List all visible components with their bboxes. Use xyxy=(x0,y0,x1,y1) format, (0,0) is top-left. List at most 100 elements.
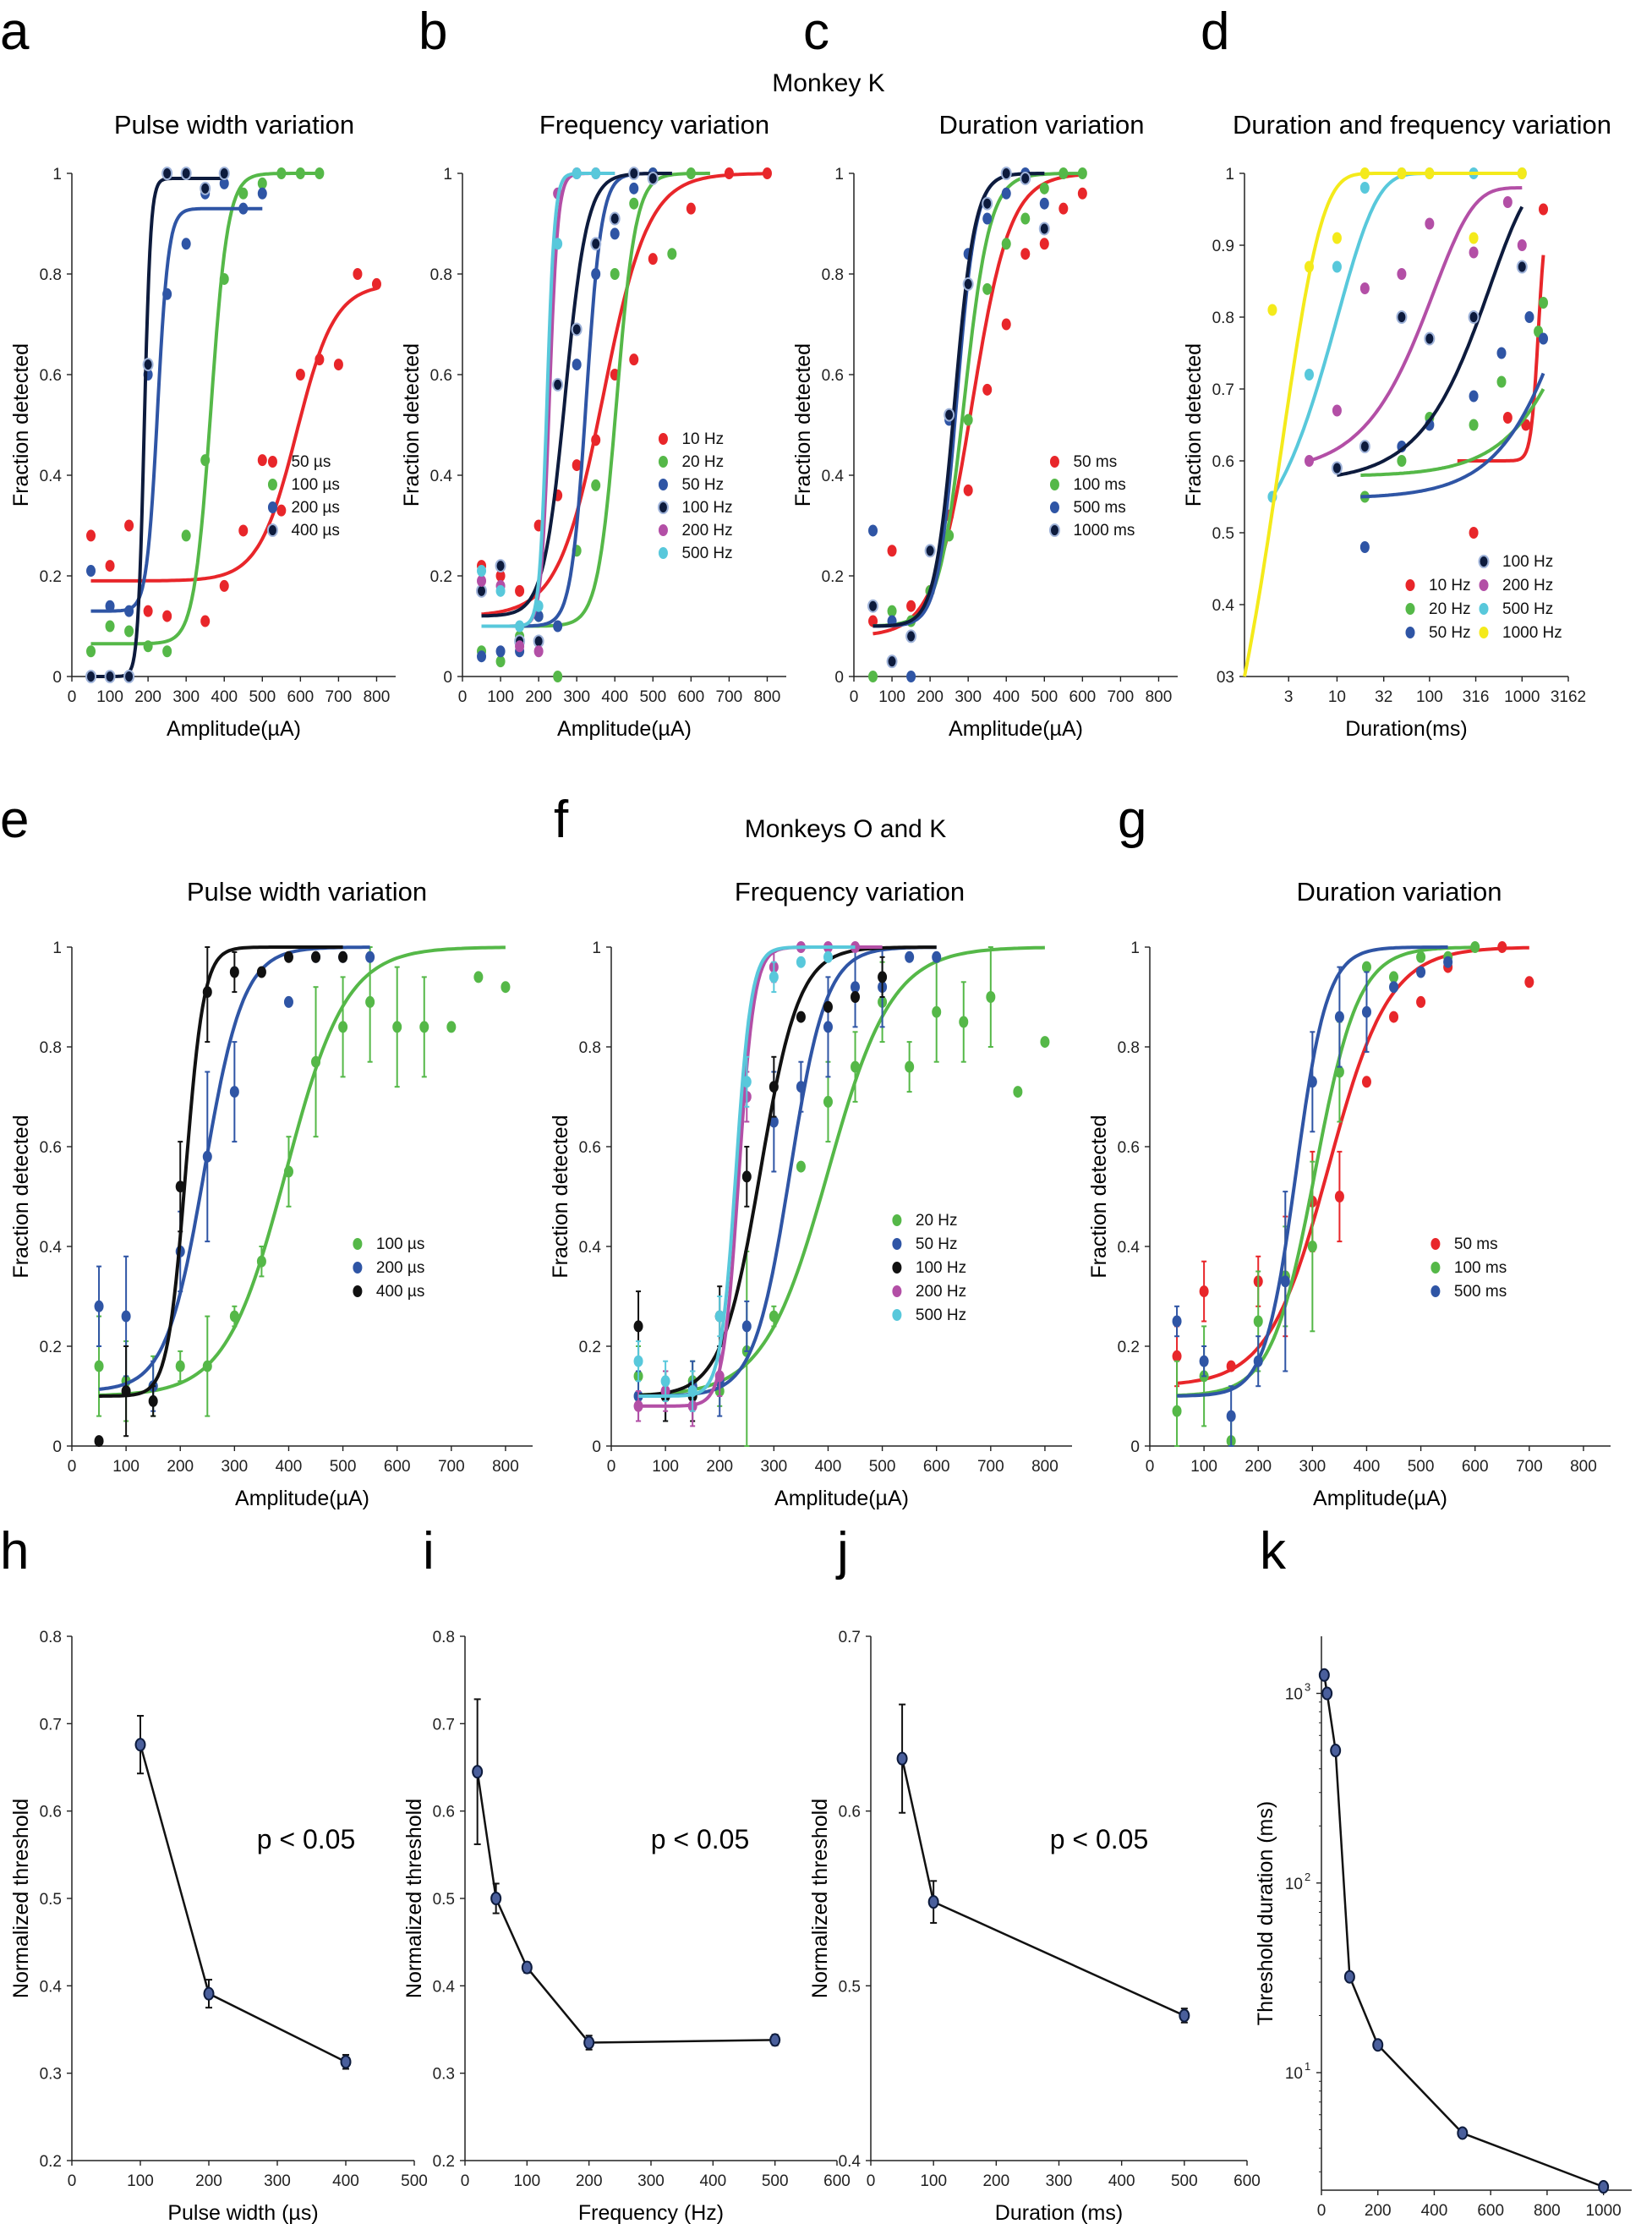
data-point xyxy=(552,377,564,392)
data-point xyxy=(1334,1191,1344,1202)
legend-label: 10 Hz xyxy=(681,430,724,448)
legend-swatch xyxy=(267,456,277,468)
series-i xyxy=(472,1698,781,2051)
x-axis-label: Frequency (Hz) xyxy=(578,2201,724,2224)
legend-label: 50 Hz xyxy=(1429,624,1471,642)
fit-curve xyxy=(481,172,672,618)
series-c-0 xyxy=(868,173,1087,636)
legend-swatch xyxy=(658,524,668,536)
x-tick-label: 200 xyxy=(195,2172,222,2190)
x-tick-label: 0 xyxy=(1146,1458,1155,1476)
data-point xyxy=(796,1011,806,1023)
data-point xyxy=(1425,217,1435,230)
data-point xyxy=(982,196,993,211)
legend-label: 500 ms xyxy=(1454,1283,1507,1301)
chart-title: Frequency variation xyxy=(539,110,769,140)
legend-swatch xyxy=(1405,603,1415,615)
series-a-1 xyxy=(86,167,325,658)
x-tick-label: 600 xyxy=(1069,688,1097,706)
data-point xyxy=(1416,966,1426,978)
panel-k: k02004006008001000101102103Frequency (Hz… xyxy=(1254,1522,1632,2220)
data-point xyxy=(823,1000,833,1013)
data-point xyxy=(365,950,375,963)
y-tick-label: 0.7 xyxy=(1212,381,1234,399)
x-tick-label: 100 xyxy=(513,2172,540,2190)
data-point xyxy=(932,1005,942,1018)
x-tick-label: 200 xyxy=(982,2172,1009,2190)
data-point xyxy=(1330,1744,1342,1758)
data-point xyxy=(238,202,249,215)
data-point xyxy=(1039,197,1049,210)
data-point xyxy=(495,645,506,658)
fit-curve xyxy=(90,172,320,646)
legend-swatch xyxy=(892,1238,902,1250)
x-tick-label: 300 xyxy=(264,2172,291,2190)
data-point xyxy=(365,995,375,1008)
data-point xyxy=(202,1360,212,1372)
data-point xyxy=(105,620,115,633)
data-point xyxy=(1359,182,1370,194)
legend-label: 200 Hz xyxy=(916,1283,966,1301)
legend-swatch xyxy=(1049,501,1059,513)
chart-title: Duration and frequency variation xyxy=(1233,110,1611,140)
legend-label: 200 Hz xyxy=(681,522,732,540)
series-a-3 xyxy=(85,167,230,683)
data-line xyxy=(139,1744,347,2063)
data-point xyxy=(1343,1969,1355,1984)
data-point xyxy=(371,277,381,290)
y-tick-label: 0.5 xyxy=(1212,525,1234,543)
data-point xyxy=(229,966,239,978)
x-tick-label: 800 xyxy=(364,688,391,706)
data-point xyxy=(963,484,973,496)
data-point xyxy=(338,1021,348,1033)
y-tick-label: 0 xyxy=(52,1438,62,1456)
data-point xyxy=(311,1055,321,1068)
x-tick-label: 700 xyxy=(716,688,743,706)
data-point xyxy=(238,187,249,200)
data-point xyxy=(477,565,487,578)
data-line xyxy=(1323,1674,1605,2188)
y-tick-label: 0 xyxy=(52,669,62,687)
legend-swatch xyxy=(892,1309,902,1321)
significance-annotation: p < 0.05 xyxy=(1050,1824,1149,1854)
data-point xyxy=(769,1310,779,1323)
y-axis-label: Fraction detected xyxy=(1182,343,1206,507)
legend-swatch xyxy=(266,523,278,537)
x-tick-label: 500 xyxy=(639,688,666,706)
y-tick-label: 0.6 xyxy=(40,1804,62,1821)
data-point xyxy=(1334,1011,1344,1023)
panel-letter: e xyxy=(0,791,29,849)
data-point xyxy=(906,600,916,612)
data-point xyxy=(86,645,96,658)
y-tick-exponent: 2 xyxy=(1305,1871,1310,1883)
data-point xyxy=(583,2035,595,2050)
series-k xyxy=(1318,1668,1610,2194)
data-point xyxy=(175,1180,185,1193)
data-point xyxy=(276,167,287,179)
data-point xyxy=(1397,455,1407,467)
fit-curve xyxy=(638,945,937,1398)
x-tick-label: 700 xyxy=(325,688,353,706)
fit-curve xyxy=(99,945,343,1398)
data-point xyxy=(229,1310,239,1323)
x-tick-label: 400 xyxy=(276,1458,303,1476)
data-point xyxy=(591,167,601,179)
panel-a: a Pulse width variation 0 100 200 300 400 500 60… xyxy=(0,3,396,741)
panel-j: j0 100 200 300 400 500 6000.40.50.60.7Duration… xyxy=(808,1522,1261,2224)
series-c-2 xyxy=(868,167,1049,682)
data-point xyxy=(162,288,172,300)
y-tick-label: 0.2 xyxy=(430,568,452,586)
y-tick-label: 0 xyxy=(592,1438,601,1456)
y-tick-label: 1 xyxy=(52,939,62,957)
x-tick-label: 100 xyxy=(1416,688,1443,706)
x-tick-label: 800 xyxy=(1570,1458,1597,1476)
y-tick-label: 0.2 xyxy=(579,1339,601,1356)
x-tick-label: 800 xyxy=(1534,2202,1561,2220)
x-tick-label: 300 xyxy=(1299,1458,1327,1476)
legend-label: 100 µs xyxy=(376,1235,424,1253)
panel-letter: i xyxy=(423,1522,435,1580)
y-tick-exponent: 3 xyxy=(1305,1681,1310,1694)
legend-label: 500 ms xyxy=(1073,499,1125,517)
data-point xyxy=(628,167,640,180)
